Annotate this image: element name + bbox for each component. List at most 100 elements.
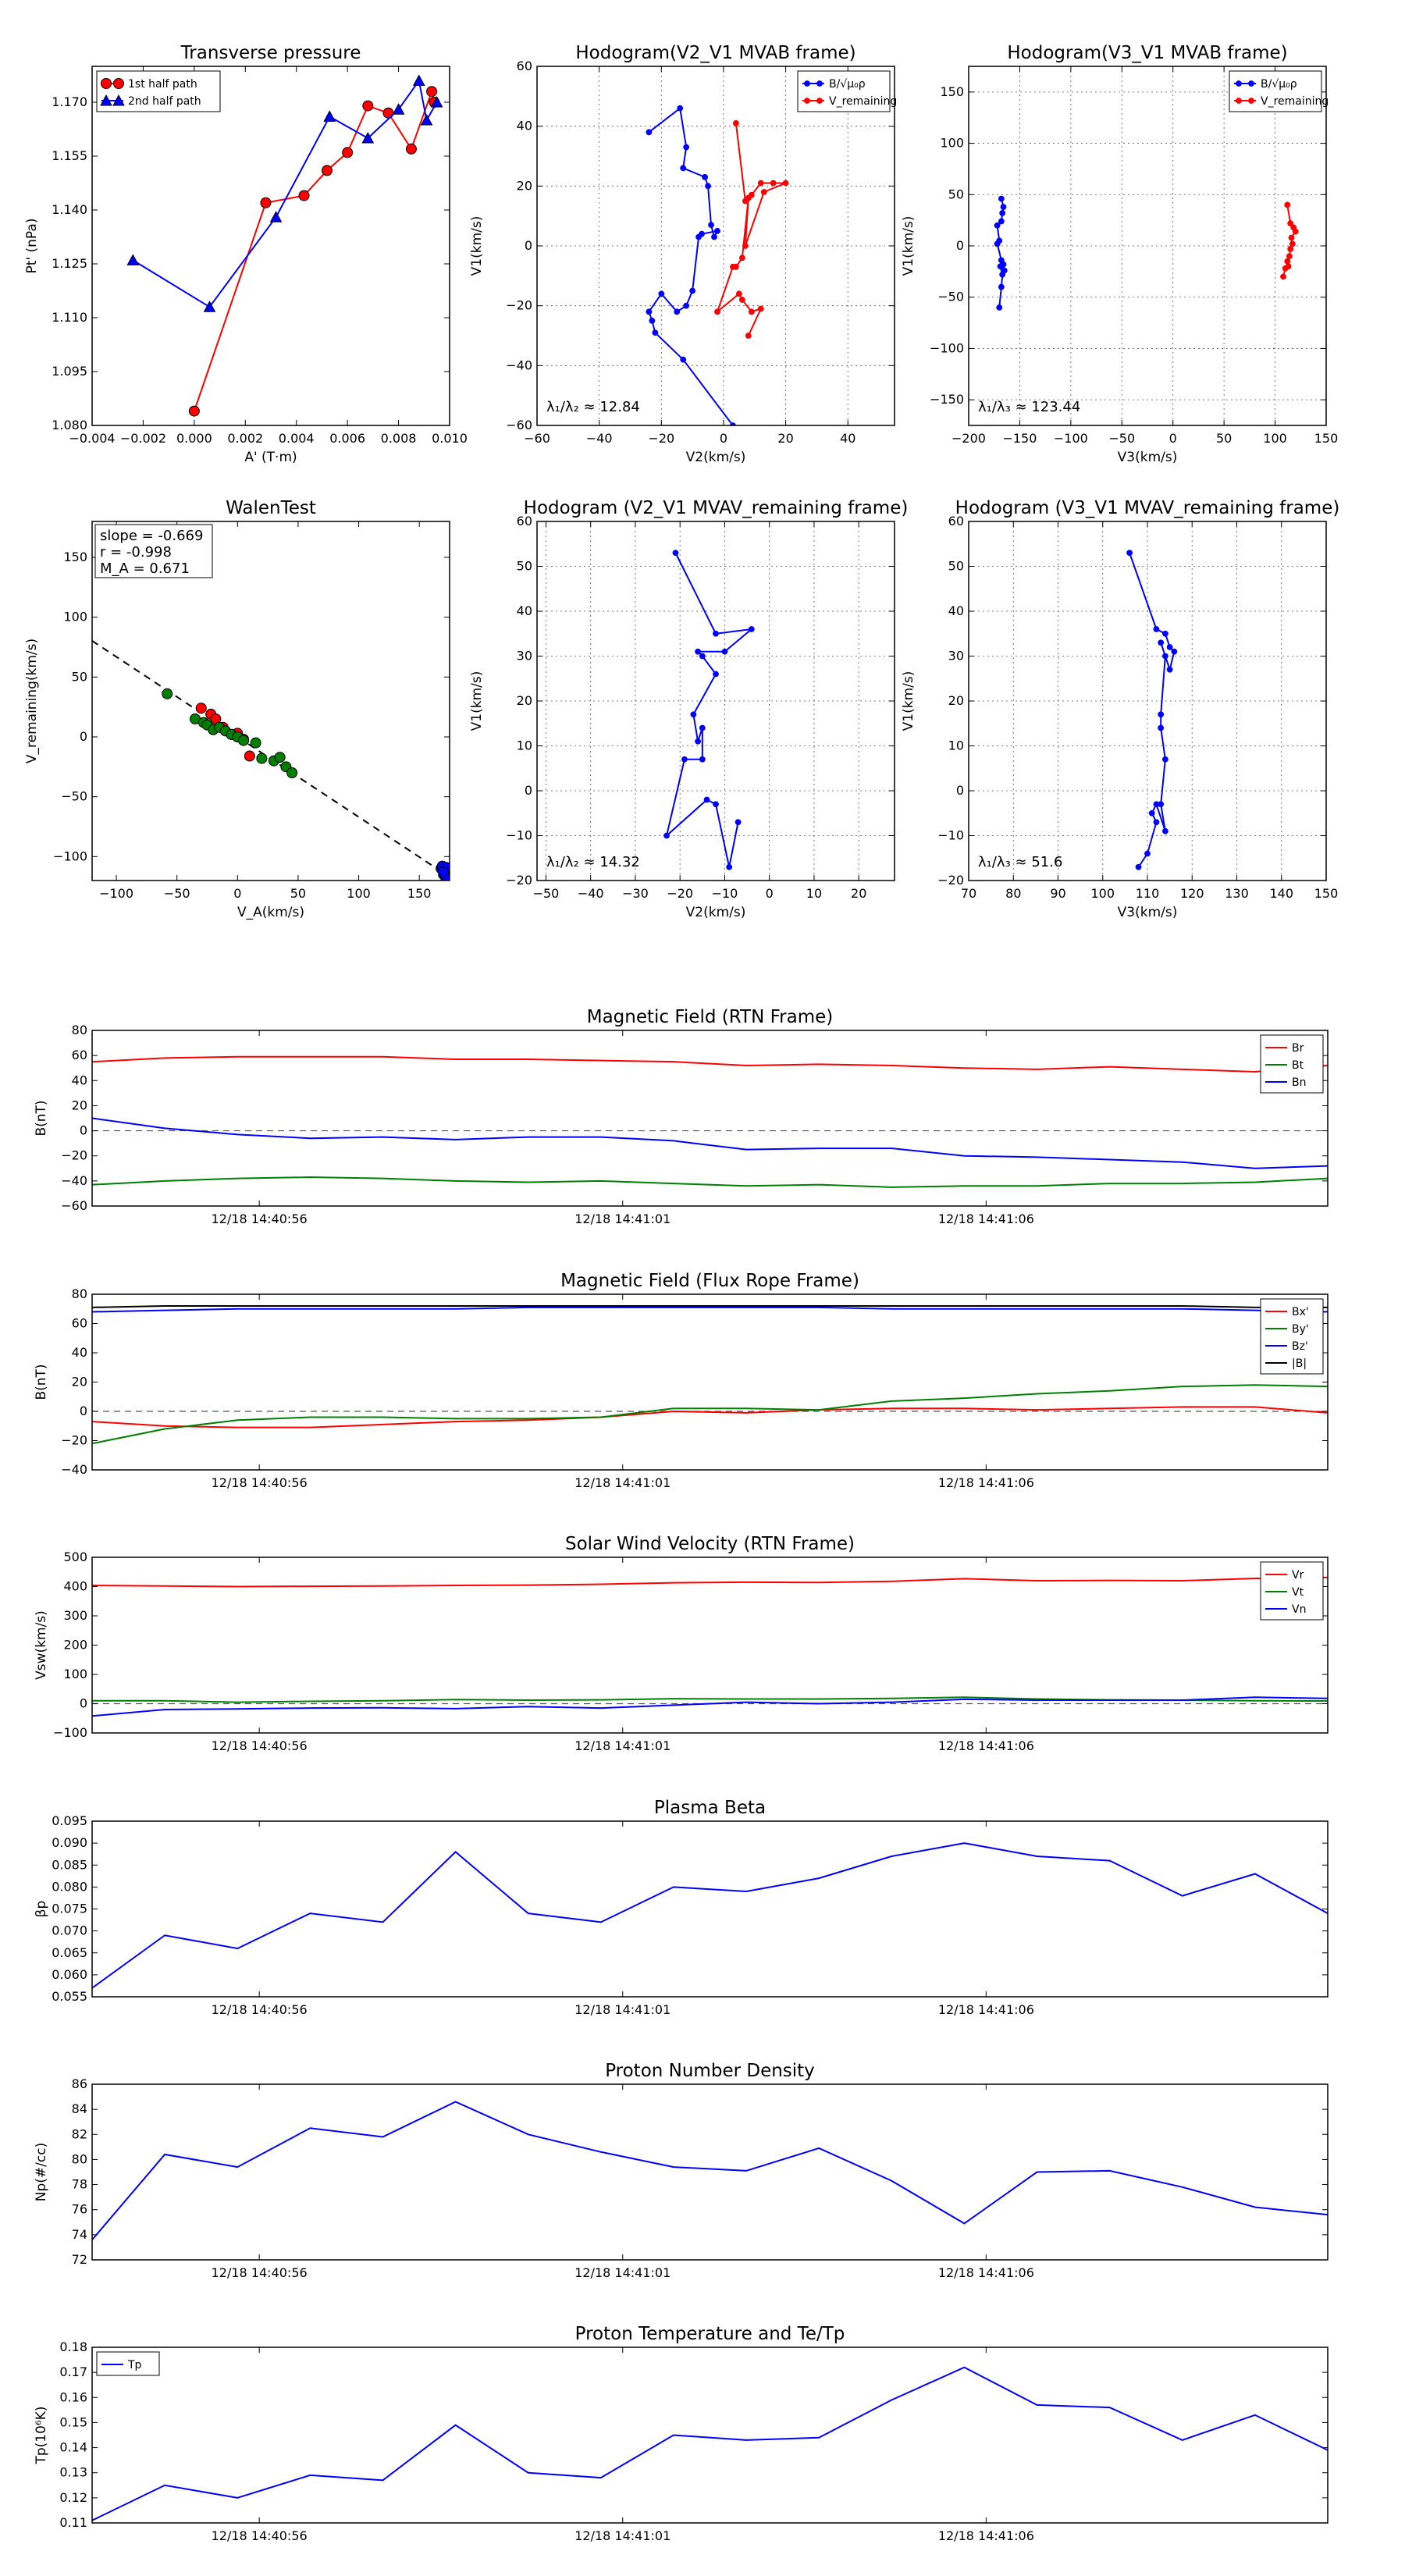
- eigen-ratio-label: λ₁/λ₃ ≈ 51.6: [978, 854, 1062, 870]
- x-tick-label: 20: [777, 431, 793, 446]
- x-tick-label: 12/18 14:41:01: [574, 2002, 670, 2017]
- chart-title: Transverse pressure: [180, 43, 361, 63]
- data-point: [1153, 801, 1160, 808]
- chart-hodogram_v2v1_mvab: Hodogram(V2_V1 MVAB frame) −60 −40 −20 0 20 40…: [469, 43, 897, 465]
- y-tick-label: −50: [61, 789, 87, 804]
- data-point: [321, 165, 333, 176]
- plot-area: [92, 640, 450, 881]
- y-tick-label: −20: [937, 873, 964, 888]
- y-tick-label: 60: [72, 1048, 87, 1062]
- data-point: [298, 190, 310, 201]
- chart-title: Solar Wind Velocity (RTN Frame): [565, 1534, 855, 1554]
- y-tick-label: 100: [63, 610, 87, 624]
- legend-label: Bt: [1292, 1059, 1304, 1072]
- data-point: [770, 180, 777, 187]
- x-tick-label: 100: [347, 886, 371, 901]
- legend-marker: [1236, 80, 1242, 87]
- x-axis-label: V3(km/s): [1118, 450, 1178, 465]
- y-tick-label: 20: [517, 178, 532, 193]
- x-tick-label: 12/18 14:41:01: [574, 1475, 670, 1490]
- data-point: [1158, 724, 1165, 731]
- y-tick-label: 0.16: [59, 2389, 87, 2404]
- plot-frame: [91, 521, 450, 881]
- y-axis-label: V1(km/s): [469, 216, 485, 276]
- legend-marker: [101, 78, 112, 89]
- x-tick-label: 12/18 14:41:01: [574, 2528, 670, 2543]
- data-point: [362, 100, 374, 112]
- data-point: [732, 119, 739, 126]
- y-tick-label: 0.17: [59, 2364, 87, 2379]
- x-tick-label: 150: [1314, 431, 1339, 446]
- y-tick-label: 60: [948, 514, 964, 528]
- y-tick-label: 40: [72, 1073, 87, 1087]
- data-point: [1153, 626, 1160, 632]
- x-axis-label: V3(km/s): [1118, 905, 1178, 920]
- series-line-Br: [92, 1055, 1328, 1073]
- y-tick-label: −10: [937, 828, 964, 843]
- data-point: [646, 308, 653, 315]
- data-point: [689, 287, 696, 294]
- legend: B/√μ₀ρ V_remaining: [797, 70, 897, 112]
- y-tick-label: 1.140: [52, 202, 87, 217]
- x-tick-label: 0.004: [279, 431, 315, 446]
- data-point: [711, 233, 717, 240]
- chart-walen_test: WalenTest −100 −50 0 50 100 150 −100 −50 0 50 100 15…: [24, 498, 450, 920]
- x-axis-label: V_A(km/s): [237, 905, 304, 920]
- y-tick-label: 0: [80, 729, 87, 744]
- data-point: [748, 626, 755, 632]
- data-point: [1282, 265, 1289, 272]
- legend-label: V_remaining: [829, 95, 897, 108]
- data-point: [203, 301, 216, 312]
- data-point: [1158, 711, 1165, 718]
- data-point: [126, 254, 140, 265]
- y-tick-label: −40: [61, 1462, 87, 1477]
- chart-title: WalenTest: [226, 498, 316, 518]
- chart-title: Magnetic Field (RTN Frame): [587, 1007, 834, 1027]
- y-tick-label: −60: [506, 418, 532, 432]
- x-tick-label: 150: [1314, 886, 1339, 901]
- data-point: [1135, 863, 1142, 870]
- data-point: [699, 756, 706, 763]
- plot-frame: [91, 1557, 1329, 1734]
- y-tick-label: 50: [948, 187, 964, 201]
- data-point: [1162, 630, 1168, 637]
- legend-marker: [804, 98, 810, 104]
- y-tick-label: 30: [517, 649, 532, 664]
- legend-marker: [804, 80, 810, 87]
- data-point: [195, 703, 207, 714]
- x-tick-label: 40: [840, 431, 855, 446]
- x-tick-label: 12/18 14:41:06: [938, 2528, 1034, 2543]
- x-tick-label: −50: [1108, 431, 1135, 446]
- series-line-By': [92, 1384, 1328, 1445]
- y-tick-label: 1.170: [52, 94, 87, 109]
- x-tick-label: 0.002: [227, 431, 263, 446]
- chart-magnetic_field_flux_rope: Magnetic Field (Flux Rope Frame) 12/18 14…: [34, 1271, 1329, 1490]
- legend-marker: [1236, 98, 1242, 104]
- data-point: [714, 308, 720, 315]
- chart-proton_temperature: Proton Temperature and Te/Tp 12/18 14:40:…: [34, 2324, 1329, 2543]
- y-tick-label: 50: [72, 669, 87, 684]
- x-tick-label: 0: [720, 431, 727, 446]
- chart-title: Proton Number Density: [605, 2061, 815, 2081]
- x-tick-label: 0.010: [432, 431, 468, 446]
- data-point: [1162, 756, 1168, 763]
- data-point: [699, 724, 706, 731]
- x-tick-label: −60: [524, 431, 550, 446]
- data-point: [994, 222, 1001, 229]
- y-axis-label: B(nT): [34, 1364, 49, 1400]
- stats-slope: slope = -0.669: [100, 528, 203, 544]
- legend-label: Tp: [127, 2359, 142, 2371]
- data-point: [760, 189, 767, 195]
- x-tick-label: 140: [1269, 886, 1293, 901]
- data-point: [703, 796, 710, 803]
- y-tick-label: 40: [517, 603, 532, 618]
- legend-label: B/√μ₀ρ: [1261, 78, 1297, 91]
- legend-label: Bz': [1292, 1340, 1308, 1353]
- y-tick-label: 0.15: [59, 2414, 87, 2429]
- x-axis-label: V2(km/s): [686, 905, 746, 920]
- data-point: [994, 240, 1001, 247]
- data-point: [1292, 228, 1299, 235]
- y-axis-label: Tp(10⁶K): [34, 2406, 49, 2464]
- y-tick-label: 1.110: [52, 310, 87, 325]
- y-tick-label: −100: [53, 1725, 87, 1740]
